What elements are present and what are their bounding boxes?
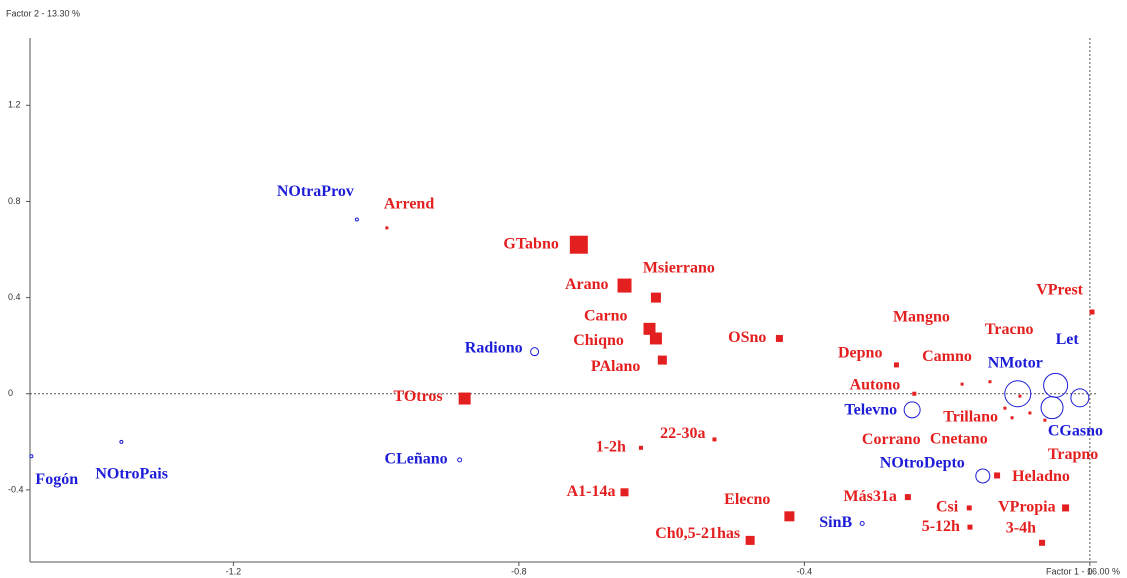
point [967, 524, 973, 530]
point-label: NOtroPais [95, 465, 168, 482]
point [1040, 396, 1064, 420]
point [775, 334, 783, 342]
point [29, 454, 34, 459]
point-label: Arano [565, 276, 609, 293]
x-axis-title: Factor 1 - 16.00 % [1046, 566, 1120, 576]
point-label: Elecno [724, 491, 770, 508]
point-label: Chiqno [573, 332, 624, 349]
point-label: NOtraProv [277, 183, 354, 200]
point-label: NOtroDepto [880, 455, 965, 472]
point [912, 391, 917, 396]
point-label: Ch0,5-21has [655, 525, 740, 542]
point [893, 362, 899, 368]
x-tick-label: -0.4 [797, 566, 813, 576]
y-tick-label: 0 [8, 388, 13, 398]
point-label: Tracno [985, 321, 1034, 338]
point [620, 488, 629, 497]
point-label: Cnetano [930, 431, 988, 448]
point [859, 521, 865, 527]
y-tick-label: 0.4 [8, 292, 21, 302]
point [657, 355, 667, 365]
point [569, 235, 588, 254]
point [745, 535, 755, 545]
point [712, 437, 717, 442]
point [1043, 418, 1047, 422]
point-label: Mangno [893, 308, 950, 325]
y-tick-label: 0.8 [8, 196, 21, 206]
point [1018, 394, 1022, 398]
point-label: Más31a [844, 488, 897, 505]
point-label: Heladno [1012, 468, 1070, 485]
point-label: Trapno [1048, 446, 1098, 463]
point-label: CGasno [1048, 423, 1103, 440]
point [960, 382, 964, 386]
point [1062, 504, 1070, 512]
point-label: Televno [844, 402, 897, 419]
point [1070, 388, 1090, 408]
point [975, 468, 991, 484]
point-label: Csi [936, 499, 959, 516]
point [385, 226, 389, 230]
point [904, 494, 911, 501]
point-label: Fogón [35, 471, 78, 488]
y-tick-label: 1.2 [8, 100, 21, 110]
point-label: 3-4h [1006, 519, 1036, 536]
point [119, 439, 124, 444]
point-label: Arrend [384, 196, 434, 213]
point-label: 5-12h [922, 518, 960, 535]
point-label: 22-30a [660, 425, 705, 442]
point [458, 392, 471, 405]
point-label: Msierrano [643, 259, 715, 276]
point-label: Radiono [465, 339, 523, 356]
point-label: TOtros [393, 388, 442, 405]
point [617, 278, 632, 293]
point-label: GTabno [503, 235, 558, 252]
point [530, 347, 540, 357]
point-label: Depno [838, 345, 882, 362]
point [354, 217, 359, 222]
x-tick-label: -0.8 [511, 566, 527, 576]
point [1039, 539, 1046, 546]
point [1010, 416, 1014, 420]
y-axis-title: Factor 2 - 13.30 % [6, 8, 80, 18]
point-label: VPropia [998, 499, 1055, 516]
point [638, 445, 643, 450]
point [903, 401, 921, 419]
point-label: Camno [922, 348, 972, 365]
point [966, 505, 972, 511]
point [1003, 406, 1007, 410]
point-label: Let [1056, 331, 1080, 348]
point-label: NMotor [988, 354, 1043, 371]
point-label: Autono [850, 376, 901, 393]
point-label: PAlano [591, 358, 640, 375]
point [649, 332, 662, 345]
y-tick-label: -0.4 [8, 484, 24, 494]
point-label: Corrano [862, 431, 921, 448]
point [988, 380, 992, 384]
point-label: Carno [584, 308, 628, 325]
point-label: CLeñano [385, 451, 448, 468]
point-label: OSno [728, 329, 766, 346]
point [457, 457, 463, 463]
point-label: Trillano [943, 408, 998, 425]
point [1028, 411, 1032, 415]
x-tick-label: -1.2 [226, 566, 242, 576]
point-label: 1-2h [596, 438, 626, 455]
point [1004, 380, 1032, 408]
point [643, 322, 656, 335]
x-tick-label: 0 [1087, 566, 1092, 576]
point-label: A1-14a [567, 483, 616, 500]
point [1089, 309, 1095, 315]
point [784, 511, 795, 522]
point-label: SinB [819, 514, 852, 531]
point-label: VPrest [1036, 282, 1083, 299]
point [650, 292, 661, 303]
point [994, 472, 1001, 479]
